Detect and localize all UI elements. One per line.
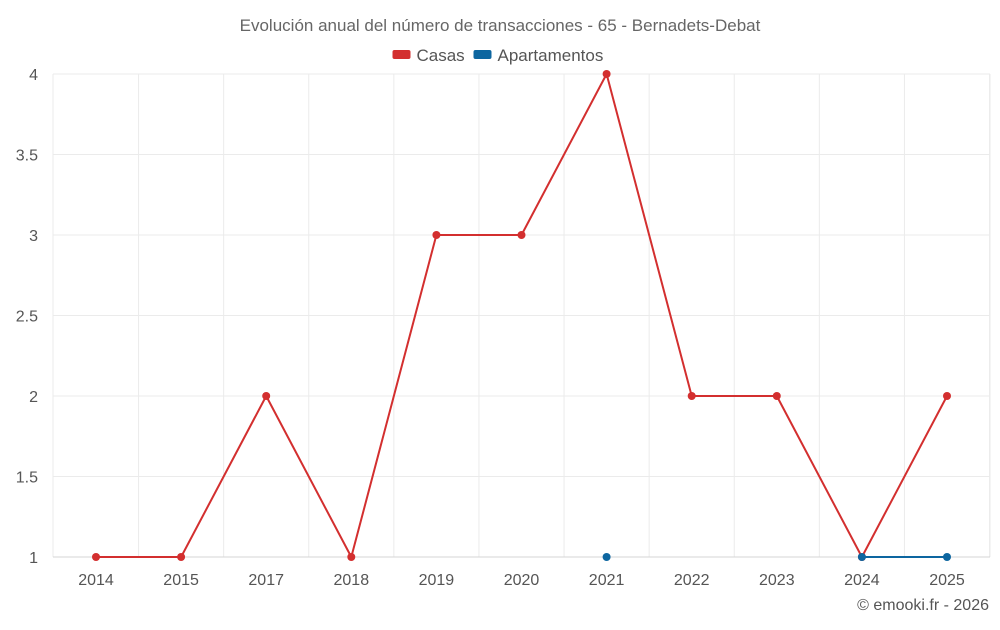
y-tick-label: 3 [29, 228, 38, 245]
y-tick-label: 2 [29, 389, 38, 406]
chart-title: Evolución anual del número de transaccio… [240, 16, 761, 35]
x-tick-label: 2023 [759, 572, 795, 589]
x-tick-label: 2022 [674, 572, 710, 589]
y-tick-label: 4 [29, 67, 38, 84]
legend-swatch [473, 50, 492, 59]
x-axis-ticks: 2014 2015 2017 2018 2019 2020 2021 2022 2023 2024… [78, 572, 965, 589]
data-point[interactable] [943, 553, 951, 561]
x-tick-label: 2017 [248, 572, 284, 589]
data-point[interactable] [687, 392, 696, 400]
data-point[interactable] [262, 392, 271, 400]
x-tick-label: 2020 [504, 572, 540, 589]
x-tick-label: 2019 [419, 572, 455, 589]
legend-swatch [392, 50, 411, 59]
y-axis-ticks: 1 1.5 2 2.5 3 3.5 4 [16, 67, 38, 567]
x-tick-label: 2025 [929, 572, 965, 589]
x-tick-label: 2015 [163, 572, 199, 589]
data-point[interactable] [92, 553, 100, 561]
legend-label: Casas [417, 46, 465, 65]
legend-item-casas[interactable]: Casas [392, 46, 465, 65]
x-tick-label: 2014 [78, 572, 114, 589]
data-point[interactable] [602, 70, 611, 78]
series-apartamentos [602, 553, 951, 561]
y-tick-label: 1 [29, 550, 38, 567]
data-point[interactable] [943, 392, 951, 400]
series-layer [92, 70, 951, 561]
data-point[interactable] [857, 553, 866, 561]
data-point[interactable] [517, 231, 526, 239]
data-point[interactable] [602, 553, 611, 561]
data-point[interactable] [432, 231, 441, 239]
legend-item-apartamentos[interactable]: Apartamentos [473, 46, 604, 65]
chart-legend: Casas Apartamentos [392, 46, 604, 65]
y-tick-label: 3.5 [16, 148, 38, 165]
y-tick-label: 1.5 [16, 470, 38, 487]
x-tick-label: 2021 [589, 572, 625, 589]
x-tick-label: 2024 [844, 572, 880, 589]
data-point[interactable] [177, 553, 186, 561]
data-point[interactable] [772, 392, 781, 400]
grid-lines [52, 73, 991, 558]
y-tick-label: 2.5 [16, 309, 38, 326]
x-tick-label: 2018 [334, 572, 370, 589]
data-point[interactable] [347, 553, 356, 561]
copyright-text: © emooki.fr - 2026 [857, 597, 989, 614]
legend-label: Apartamentos [498, 46, 604, 65]
